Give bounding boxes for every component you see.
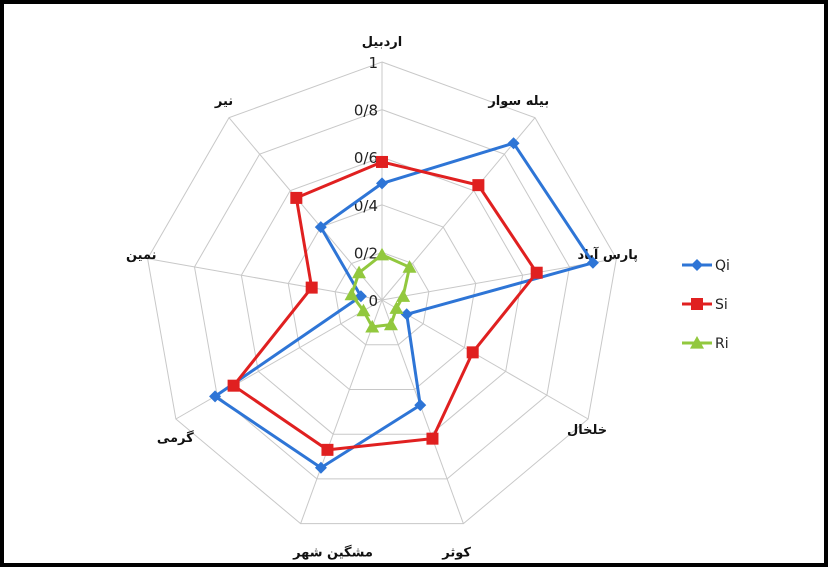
radar-spokes xyxy=(147,62,617,524)
data-point-square xyxy=(530,266,543,279)
radial-tick-labels: 0 0/2 0/4 0/6 0/8 1 xyxy=(354,54,378,310)
series-group xyxy=(209,137,599,474)
series-line xyxy=(232,160,539,452)
series-line xyxy=(213,141,595,470)
radar-grid xyxy=(147,61,617,525)
category-label: گرمی xyxy=(157,430,194,446)
data-point-diamond xyxy=(209,390,222,403)
data-point-diamond xyxy=(586,256,599,269)
category-label: مشگین شهر xyxy=(292,544,373,560)
grid-spoke xyxy=(175,299,383,420)
data-point-triangle xyxy=(383,317,398,331)
category-label: بیله سوار xyxy=(487,94,549,109)
data-point-square xyxy=(472,179,485,192)
data-point-square xyxy=(691,298,703,310)
data-point-diamond xyxy=(400,308,413,321)
data-point-square xyxy=(376,155,388,168)
data-point-triangle xyxy=(356,303,371,317)
data-point-triangle xyxy=(389,301,404,314)
legend-label: Ri xyxy=(715,336,729,352)
data-point-triangle xyxy=(344,287,359,301)
legend-label: Si xyxy=(715,297,728,313)
grid-ring xyxy=(334,251,430,346)
category-label: نمین xyxy=(126,248,157,263)
radial-tick-label: 0/8 xyxy=(354,102,378,120)
grid-ring xyxy=(147,61,617,525)
data-point-square xyxy=(321,443,334,456)
radial-tick-label: 0/2 xyxy=(354,244,378,262)
grid-spoke xyxy=(381,299,464,524)
grid-spoke xyxy=(228,117,383,301)
grid-ring xyxy=(287,204,477,390)
data-point-diamond xyxy=(691,259,703,271)
legend-item-si: Si xyxy=(682,297,728,313)
grid-spoke xyxy=(381,299,589,420)
category-label: نیر xyxy=(214,94,233,109)
radial-tick-label: 1 xyxy=(368,54,378,72)
data-point-diamond xyxy=(414,399,427,412)
data-point-triangle xyxy=(402,260,417,273)
legend-item-qi: Qi xyxy=(682,258,730,274)
series-si xyxy=(227,155,543,456)
category-label: خلخال xyxy=(567,423,607,438)
category-label: اردبیل xyxy=(362,35,402,50)
data-point-diamond xyxy=(507,137,520,150)
series-line xyxy=(350,253,412,329)
series-qi xyxy=(209,137,599,474)
grid-spoke xyxy=(300,299,383,524)
radial-tick-label: 0 xyxy=(368,292,378,310)
data-point-square xyxy=(466,346,479,359)
radial-tick-label: 0/4 xyxy=(354,197,378,215)
grid-ring xyxy=(240,156,524,435)
data-point-triangle xyxy=(365,319,380,333)
grid-ring xyxy=(193,109,571,480)
grid-spoke xyxy=(381,258,617,301)
data-point-triangle xyxy=(375,247,389,261)
series-ri xyxy=(344,247,417,333)
data-point-square xyxy=(227,379,240,392)
data-point-triangle xyxy=(690,336,704,349)
data-point-triangle xyxy=(352,265,367,279)
data-point-square xyxy=(426,432,439,445)
legend-label: Qi xyxy=(715,258,730,274)
data-point-square xyxy=(290,191,303,204)
data-point-square xyxy=(305,281,318,294)
data-point-diamond xyxy=(376,177,388,190)
data-point-triangle xyxy=(396,289,411,302)
legend: Qi Si Ri xyxy=(682,258,730,352)
data-point-diamond xyxy=(314,221,327,234)
category-label: کوثر xyxy=(441,545,471,560)
data-point-diamond xyxy=(314,461,327,474)
radial-tick-label: 0/6 xyxy=(354,149,378,167)
legend-item-ri: Ri xyxy=(682,336,729,352)
grid-spoke xyxy=(147,258,383,301)
